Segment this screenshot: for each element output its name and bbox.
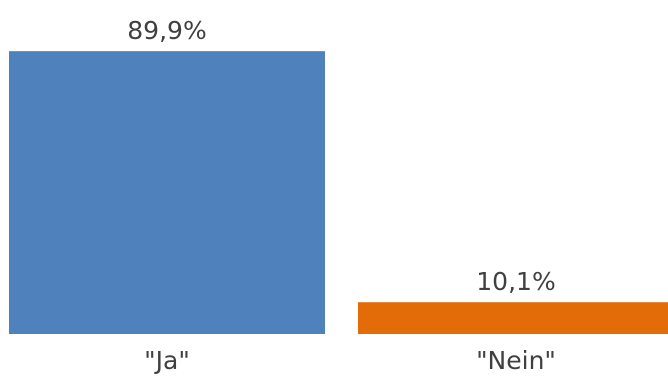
bar-0	[9, 51, 325, 335]
category-label-1: "Nein"	[476, 346, 556, 375]
data-label-0: 89,9%	[127, 16, 206, 45]
data-label-1: 10,1%	[476, 267, 555, 296]
bars-group	[9, 51, 668, 335]
category-label-0: "Ja"	[144, 346, 190, 375]
labels-group: 89,9% "Ja" 10,1% "Nein"	[127, 16, 556, 375]
bar-1	[358, 302, 668, 334]
